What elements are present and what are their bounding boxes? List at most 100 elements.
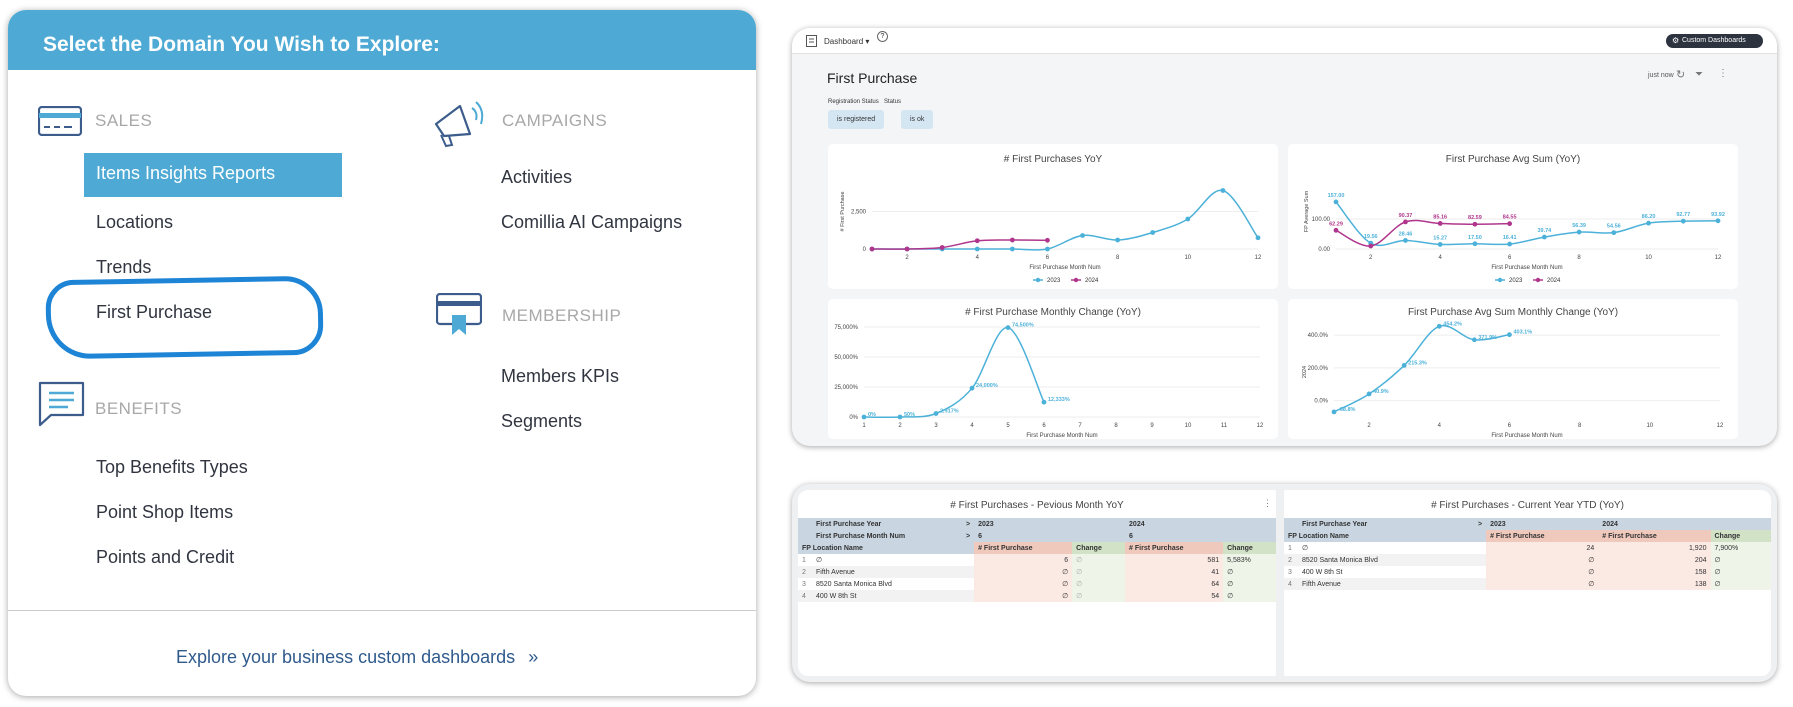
refresh-icon[interactable]: ↻	[1676, 69, 1686, 81]
filter-chip-registration[interactable]: is registered	[828, 110, 885, 129]
cell-value: 158	[1598, 566, 1711, 578]
data-point	[1009, 246, 1015, 252]
double-chevron-icon: »	[528, 647, 539, 667]
legend-dot	[1535, 277, 1541, 283]
cell-value: 54	[1125, 590, 1224, 602]
data-point	[1437, 221, 1443, 226]
menu-item-items-insights-reports[interactable]: Items Insights Reports	[84, 153, 342, 197]
menu-item-trends[interactable]: Trends	[96, 257, 152, 277]
x-tick-label: 4	[970, 423, 974, 429]
menu-item-members-kpis[interactable]: Members KPIs	[501, 366, 620, 386]
table-row: First Purchase Year >2023 2024	[798, 518, 1276, 530]
chart3-svg: 0%25,000%50,000%75,000%1 2 3 4 5 6 7 8 9 10 11 12Fi…	[834, 323, 1264, 439]
x-tick-label: 7	[1078, 423, 1082, 429]
data-label: 84.55	[1503, 215, 1517, 221]
data-point	[1507, 332, 1512, 338]
data-label: 39.74	[1537, 228, 1552, 234]
row-number: 1	[798, 554, 812, 566]
x-tick-label: 5	[1006, 423, 1010, 429]
pivot-gutter	[798, 530, 812, 542]
menu-item-first-purchase[interactable]: First Purchase	[96, 302, 213, 322]
filter-label-status: Status	[884, 99, 902, 105]
x-tick-label: 8	[1578, 423, 1582, 429]
custom-dashboards-button[interactable]: ⚙ Custom Dashboards	[1666, 34, 1763, 48]
chart3-title: # First Purchase Monthly Change (YoY)	[965, 307, 1141, 318]
data-point	[1041, 399, 1047, 405]
help-icon[interactable]: ?	[877, 31, 888, 42]
data-label: 12,333%	[1048, 397, 1070, 403]
filter-icon[interactable]: ⏷	[1695, 69, 1703, 80]
pivot-arrow: >	[962, 530, 975, 542]
data-point	[1009, 237, 1015, 243]
cell-value: 1,920	[1598, 542, 1711, 554]
y-tick-label: 50,000%	[834, 355, 858, 361]
x-axis-label: First Purchase Month Num	[1029, 265, 1100, 271]
location-name: Fifth Avenue	[1298, 578, 1487, 590]
pivot-value: 2023	[1486, 518, 1599, 530]
row-number: 2	[1284, 554, 1298, 566]
table1-more-icon[interactable]: ⋮	[1263, 498, 1272, 508]
x-tick-label: 10	[1646, 423, 1653, 429]
pivot-blank	[1223, 530, 1276, 542]
pivot-value: 2024	[1125, 518, 1224, 530]
y-tick-label: 2,500	[851, 210, 867, 216]
data-point	[1437, 242, 1443, 247]
legend-label: 2024	[1085, 278, 1099, 284]
series-line	[871, 189, 1259, 251]
dashboard-nav[interactable]: Dashboard ▾	[824, 37, 869, 46]
filter-chip-status[interactable]: is ok	[901, 110, 934, 129]
y-tick-label: 25,000%	[834, 385, 858, 391]
location-name: ∅	[812, 554, 975, 566]
menu-item-comillia-ai-campaigns[interactable]: Comillia AI Campaigns	[501, 212, 683, 232]
cell-value: 5,583%	[1223, 554, 1276, 566]
x-tick-label: 12	[1717, 423, 1724, 429]
dashboard-topbar	[792, 28, 1777, 54]
data-label: 15.27	[1433, 235, 1447, 241]
cell-value: ∅	[1223, 578, 1276, 590]
row-number: 4	[798, 590, 812, 602]
location-name: 400 W 8th St	[1298, 566, 1487, 578]
explore-dashboards-link[interactable]: Explore your business custom dashboards …	[176, 647, 538, 668]
menu-item-point-shop-items[interactable]: Point Shop Items	[96, 502, 234, 522]
dashboard-icon	[806, 35, 817, 47]
x-tick-label: 1	[862, 423, 866, 429]
data-point	[1005, 325, 1011, 330]
data-label: 85.16	[1433, 214, 1447, 220]
data-label: 17.50	[1468, 235, 1482, 241]
series-line	[1335, 219, 1510, 247]
data-label: 28.46	[1399, 231, 1413, 237]
location-name: ∅	[1298, 542, 1487, 554]
column-header: # First Purchase	[974, 542, 1073, 554]
cell-value: ∅	[1486, 578, 1599, 590]
data-point	[1333, 227, 1339, 233]
menu-item-points-and-credit[interactable]: Points and Credit	[96, 547, 235, 567]
data-point	[1368, 243, 1374, 249]
x-tick-label: 12	[1715, 255, 1722, 261]
cell-value: ∅	[974, 590, 1073, 602]
data-label: -68.8%	[1338, 407, 1356, 413]
y-tick-label: 75,000%	[834, 325, 858, 331]
column-header: # First Purchase	[1598, 530, 1711, 542]
menu-item-activities[interactable]: Activities	[501, 167, 573, 187]
more-icon[interactable]: ⋮	[1718, 68, 1728, 79]
pivot-blank	[1072, 530, 1126, 542]
menu-item-segments[interactable]: Segments	[501, 411, 583, 431]
x-tick-label: 8	[1114, 423, 1118, 429]
cell-value: ∅	[1072, 578, 1126, 590]
column-header: Change	[1223, 542, 1276, 554]
data-label: 40.9%	[1373, 389, 1389, 395]
y-tick-label: 0	[863, 247, 867, 253]
data-point	[1150, 230, 1156, 235]
menu-item-locations[interactable]: Locations	[96, 212, 174, 232]
menu-item-top-benefits-types[interactable]: Top Benefits Types	[96, 457, 248, 477]
table2-title: # First Purchases - Current Year YTD (Yo…	[1431, 500, 1624, 511]
data-point	[939, 245, 945, 250]
caret-down-icon: ▾	[865, 37, 870, 46]
pivot-arrow: >	[962, 518, 975, 530]
data-point	[974, 238, 980, 244]
table-panel-2: # First Purchases - Current Year YTD (Yo…	[1284, 490, 1771, 676]
pivot-gutter	[1284, 518, 1298, 530]
data-point	[1080, 233, 1085, 238]
data-point	[1576, 229, 1582, 235]
data-label: 215.3%	[1408, 360, 1427, 366]
